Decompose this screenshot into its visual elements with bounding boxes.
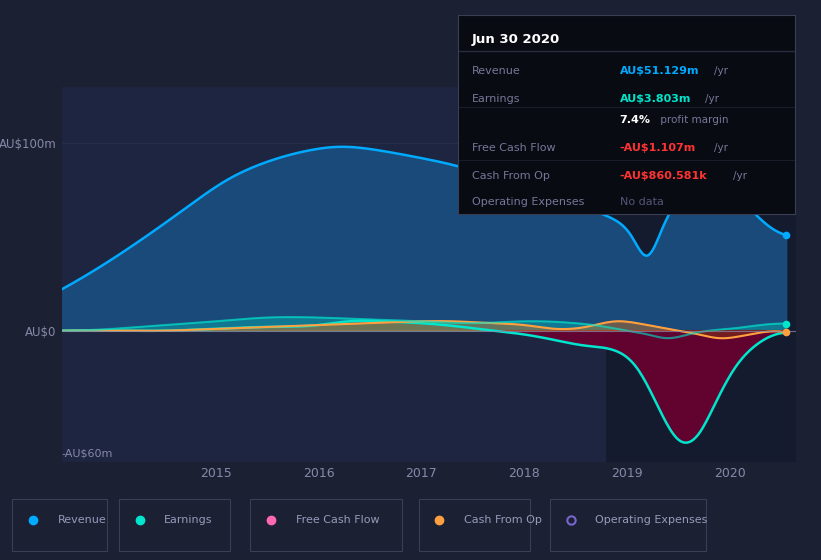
Text: -AU$1.107m: -AU$1.107m bbox=[620, 143, 696, 153]
Text: AU$3.803m: AU$3.803m bbox=[620, 94, 691, 104]
Text: Free Cash Flow: Free Cash Flow bbox=[296, 515, 379, 525]
Text: -AU$60m: -AU$60m bbox=[62, 449, 113, 459]
Text: /yr: /yr bbox=[704, 94, 718, 104]
Text: No data: No data bbox=[620, 197, 663, 207]
Text: AU$51.129m: AU$51.129m bbox=[620, 66, 699, 76]
Text: Revenue: Revenue bbox=[471, 66, 521, 76]
Text: -AU$860.581k: -AU$860.581k bbox=[620, 171, 708, 181]
Text: 7.4%: 7.4% bbox=[620, 115, 651, 125]
Text: Jun 30 2020: Jun 30 2020 bbox=[471, 33, 560, 46]
Text: Cash From Op: Cash From Op bbox=[464, 515, 542, 525]
Text: Free Cash Flow: Free Cash Flow bbox=[471, 143, 555, 153]
Text: Revenue: Revenue bbox=[57, 515, 106, 525]
Text: /yr: /yr bbox=[714, 143, 728, 153]
Text: Operating Expenses: Operating Expenses bbox=[471, 197, 584, 207]
Text: Earnings: Earnings bbox=[471, 94, 520, 104]
Bar bbox=[606, 87, 796, 462]
Text: Earnings: Earnings bbox=[164, 515, 213, 525]
Text: profit margin: profit margin bbox=[658, 115, 729, 125]
Text: /yr: /yr bbox=[714, 66, 728, 76]
Text: Cash From Op: Cash From Op bbox=[471, 171, 549, 181]
Text: /yr: /yr bbox=[733, 171, 747, 181]
Text: Operating Expenses: Operating Expenses bbox=[595, 515, 708, 525]
